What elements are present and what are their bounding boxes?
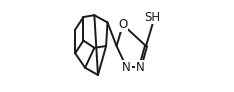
Text: SH: SH [145, 10, 161, 23]
Text: O: O [118, 18, 128, 31]
Text: N: N [122, 61, 131, 74]
Text: N: N [136, 61, 144, 74]
